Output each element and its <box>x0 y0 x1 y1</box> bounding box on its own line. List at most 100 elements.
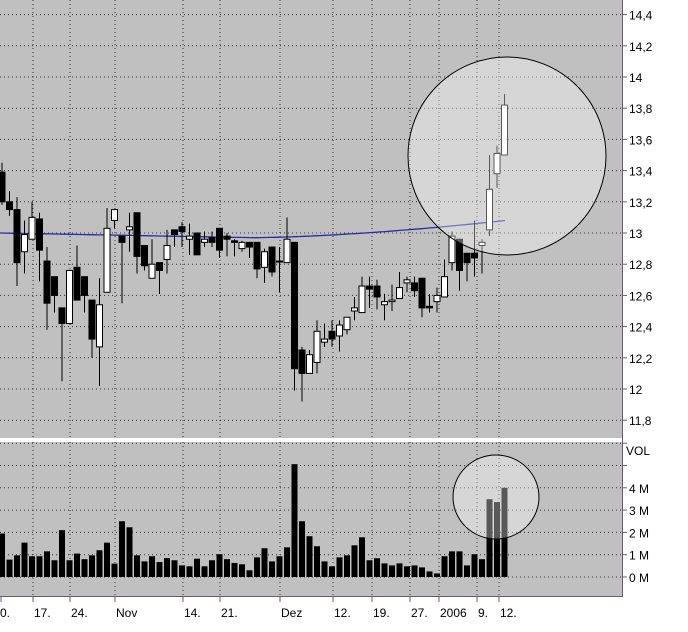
volume-bar <box>224 559 230 577</box>
volume-bar <box>494 502 500 577</box>
candle-body <box>118 235 126 243</box>
candle-body <box>193 232 201 256</box>
time-tick-label: 14. <box>184 606 201 620</box>
candle-body <box>133 212 141 257</box>
price-tick-label: 12,8 <box>629 258 653 272</box>
volume-bar <box>74 553 80 577</box>
candle-body <box>163 244 171 261</box>
candle <box>501 94 508 156</box>
volume-bar <box>464 565 470 577</box>
time-tick-label: Dez <box>281 606 302 620</box>
volume-bar <box>171 560 178 577</box>
volume-tick-label: 4 M <box>629 482 649 496</box>
candle-body <box>253 241 261 270</box>
volume-bar <box>344 555 350 577</box>
candle-body <box>148 263 156 279</box>
volume-bar <box>374 558 380 577</box>
candle <box>171 229 178 248</box>
time-tick-label: 12. <box>500 606 517 620</box>
candle <box>88 299 96 358</box>
price-tick-label: 13 <box>629 227 643 241</box>
candle-body <box>411 282 418 292</box>
volume-bar <box>419 567 425 577</box>
candle-body <box>463 252 471 264</box>
price-tick-label: 12 <box>629 383 643 397</box>
candle <box>456 238 463 291</box>
volume-bar <box>51 560 58 577</box>
time-tick-label: 17. <box>34 606 51 620</box>
volume-bar <box>201 566 208 577</box>
candle <box>208 231 216 248</box>
price-tick-label: 13,8 <box>629 102 653 116</box>
volume-bar <box>434 573 440 577</box>
candle <box>313 320 321 374</box>
candle <box>156 262 163 294</box>
candle <box>0 162 6 205</box>
candle <box>163 229 171 274</box>
price-highlight-circle <box>407 56 607 256</box>
candle <box>13 197 21 287</box>
candle-body <box>51 276 58 296</box>
candle <box>486 155 493 237</box>
volume-bar <box>396 563 403 577</box>
candle-body <box>388 299 396 303</box>
volume-bar <box>111 563 118 577</box>
candle-body <box>268 246 276 273</box>
volume-bar <box>321 561 328 577</box>
candle-body <box>306 354 313 374</box>
volume-bar <box>6 559 13 577</box>
volume-bar <box>276 556 283 577</box>
candle-body <box>478 241 486 246</box>
candle-body <box>81 276 88 296</box>
time-tick-label: 9. <box>478 606 488 620</box>
candle-body <box>403 279 411 284</box>
candle-body <box>298 349 306 374</box>
candle <box>426 293 433 313</box>
volume-bar <box>141 561 148 577</box>
volume-bar <box>291 464 298 577</box>
candle <box>343 316 351 335</box>
volume-highlight-circle <box>452 454 540 540</box>
volume-bar <box>81 559 88 577</box>
candle <box>21 220 28 274</box>
candle-body <box>456 238 463 271</box>
volume-bar <box>29 556 35 577</box>
candle <box>463 252 471 282</box>
candle <box>96 278 103 386</box>
volume-bar <box>59 530 65 577</box>
candle-body <box>418 277 426 309</box>
candle <box>178 222 186 248</box>
candle <box>103 208 111 293</box>
volume-bar <box>426 571 433 577</box>
volume-tick-label: 2 M <box>629 526 649 540</box>
volume-tick-label: 1 M <box>629 549 649 563</box>
volume-bar <box>36 556 43 577</box>
volume-label: VOL <box>626 444 650 458</box>
candle-body <box>171 229 178 236</box>
volume-bar <box>306 536 313 577</box>
volume-bar <box>149 556 155 577</box>
candle-body <box>373 285 381 298</box>
candle-body <box>43 260 51 304</box>
volume-tick-label: 0 M <box>629 571 649 585</box>
candle <box>201 231 208 248</box>
candle <box>246 241 253 258</box>
volume-bar <box>194 558 200 577</box>
candle-body <box>381 301 388 306</box>
candle-body <box>396 287 403 300</box>
candle <box>291 241 298 391</box>
price-tick-label: 14 <box>629 71 643 85</box>
candle <box>381 293 388 321</box>
candle-body <box>238 241 246 250</box>
candle-body <box>343 316 351 331</box>
volume-bar <box>456 551 463 577</box>
candle-body <box>493 152 501 175</box>
volume-bar <box>119 521 125 577</box>
candle-body <box>246 241 253 248</box>
price-tick-label: 12,6 <box>629 289 653 303</box>
volume-bar <box>299 521 305 577</box>
time-tick-label: 21. <box>221 606 238 620</box>
annotations <box>407 56 607 540</box>
candle-body <box>501 104 508 156</box>
